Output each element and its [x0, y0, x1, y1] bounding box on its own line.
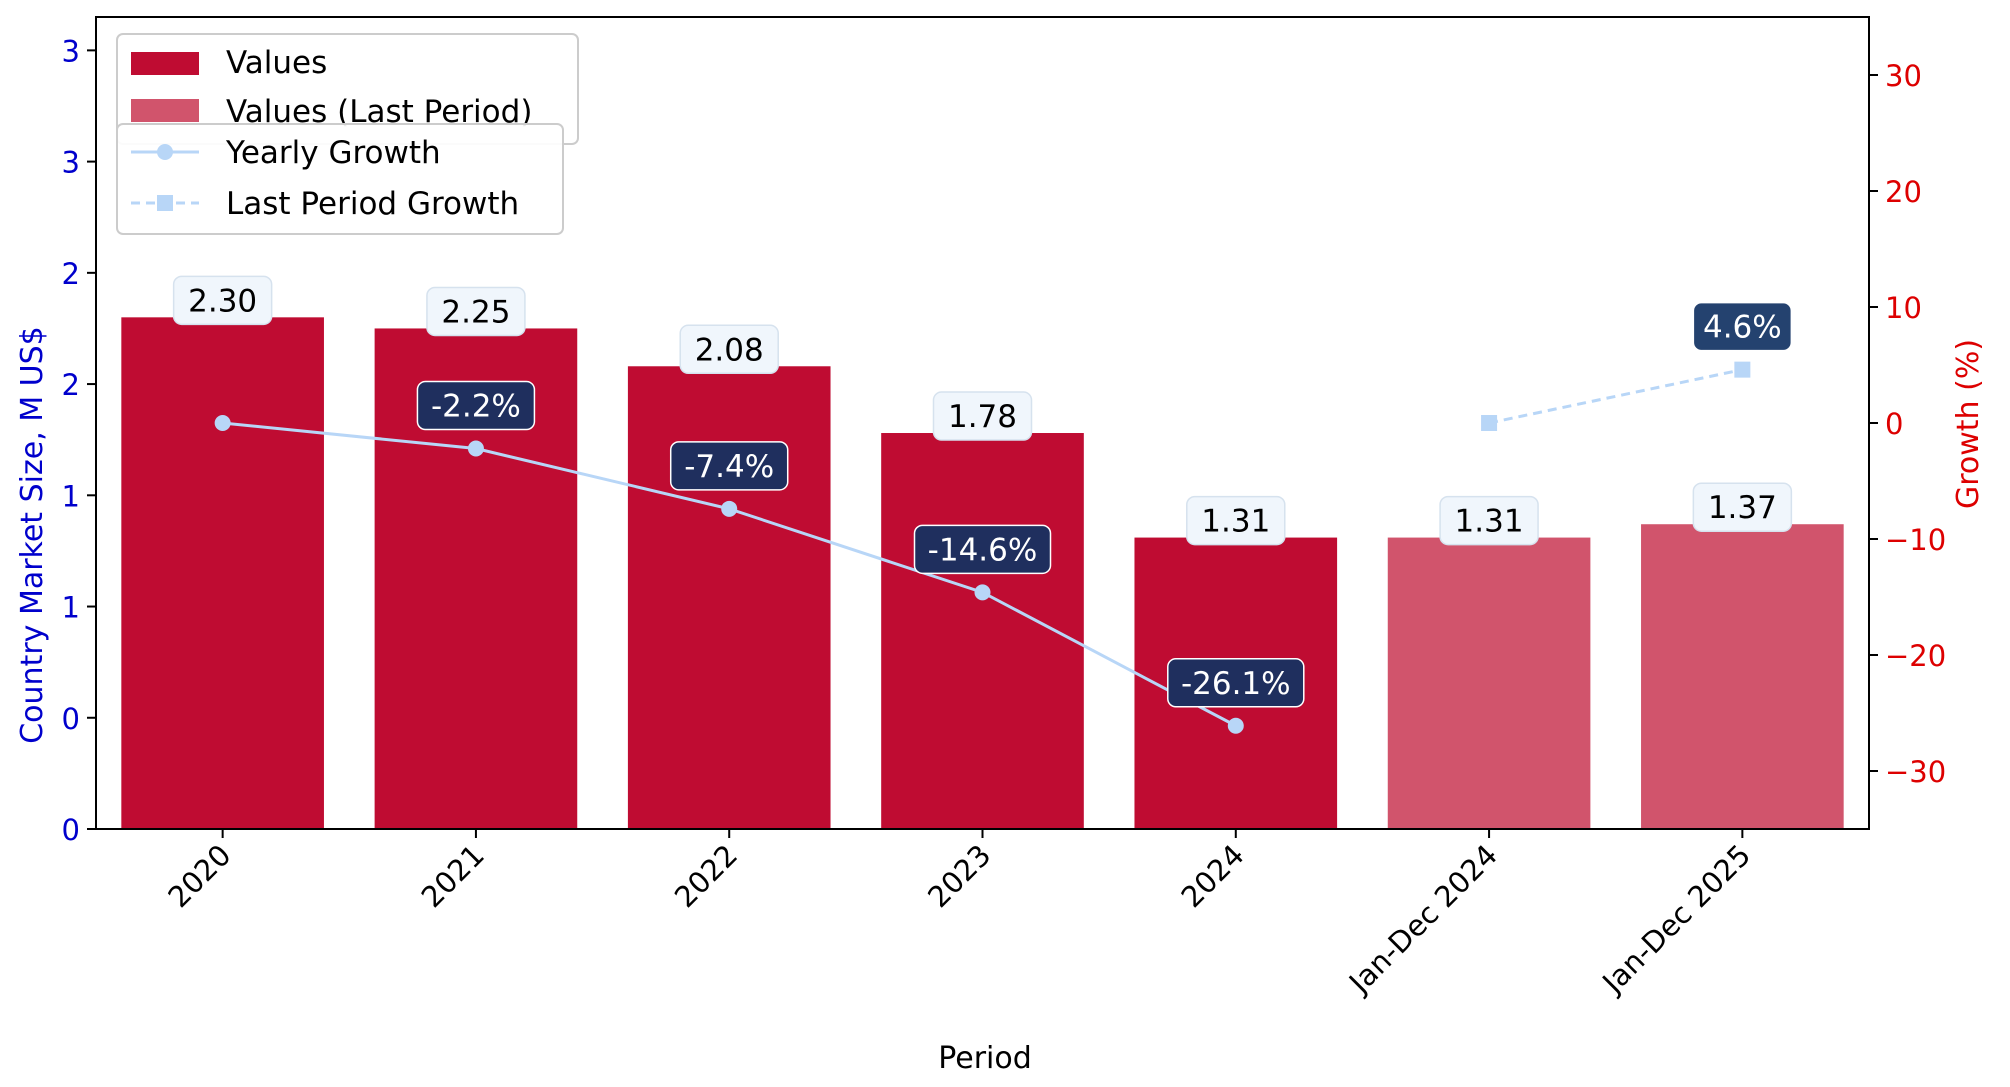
value-label-5: 1.31 [1455, 504, 1524, 540]
value-label-2-box [679, 324, 779, 375]
left-tick-label-3: 1 [62, 479, 80, 513]
left-tick-label-7: 3 [62, 34, 80, 68]
right-tick-label-2: −10 [1885, 523, 1946, 557]
x-tick-label-0: 2020 [161, 838, 237, 914]
value-label-6-box [1692, 482, 1793, 532]
last-period-growth-point-6 [1734, 361, 1751, 378]
x-tick-label-6: Jan-Dec 2025 [1594, 838, 1757, 1001]
legend-bars: Values Values (Last Period) [116, 33, 579, 145]
growth-label-4: -26.1% [1181, 666, 1291, 702]
last-period-growth-point-5 [1481, 415, 1498, 431]
left-tick-label-2: 1 [62, 591, 80, 625]
legend-label-last-period-growth: Last Period Growth [226, 186, 519, 222]
right-y-axis-label: Growth (%) [1951, 339, 1986, 509]
left-tick-label-4: 2 [62, 368, 80, 402]
growth-label-1: -2.2% [431, 389, 521, 425]
x-tick-label-2: 2022 [668, 838, 744, 914]
legend-swatch-values-last-period [131, 99, 199, 122]
data-labels-layer: 2.30 2.25 2.08 1.78 1.31 1.31 1.37 -2.2% -7.4% -1… [172, 275, 1793, 708]
legend-marker-last-period-growth [157, 195, 173, 211]
legend-swatch-values [131, 52, 199, 75]
bar-last-period-jan-dec-2024 [1387, 537, 1591, 829]
legend-marker-yearly-growth [157, 144, 173, 160]
x-axis: 2020 2021 2022 2023 2024 Jan-Dec 2024 Jan-Dec … [161, 829, 1757, 1001]
growth-label-1-box [416, 380, 536, 431]
value-label-3-box [932, 391, 1033, 441]
left-tick-label-6: 3 [62, 146, 80, 180]
x-tick-label-3: 2023 [921, 838, 997, 914]
value-label-1-box [426, 286, 526, 337]
legend-lines: Yearly Growth Last Period Growth [116, 123, 564, 235]
right-tick-label-5: 20 [1885, 175, 1922, 209]
yearly-growth-point-4 [1227, 717, 1244, 734]
value-label-1: 2.25 [441, 294, 510, 330]
right-tick-label-0: −30 [1885, 755, 1946, 789]
bar-2023 [881, 433, 1084, 829]
left-tick-label-1: 0 [62, 702, 80, 736]
value-label-3: 1.78 [948, 399, 1017, 435]
x-axis-label: Period [938, 1041, 1032, 1076]
last-period-growth-line [1488, 368, 1743, 425]
growth-lines-layer [214, 361, 1751, 734]
left-y-axis-label: Country Market Size, M US$ [15, 326, 50, 744]
legend-lines-frame [116, 123, 564, 235]
legend-label-values: Values [226, 45, 327, 81]
value-label-6: 1.37 [1708, 490, 1777, 526]
growth-label-3: -14.6% [928, 532, 1038, 568]
value-label-0-box [172, 275, 273, 326]
value-label-2: 2.08 [695, 332, 764, 368]
left-y-axis: 0 0 1 1 2 2 3 3 [62, 34, 96, 847]
bar-2020 [121, 317, 324, 829]
legend-label-yearly-growth: Yearly Growth [225, 135, 441, 171]
bar-last-period-jan-dec-2025 [1641, 524, 1844, 829]
value-label-4: 1.31 [1201, 504, 1270, 540]
x-tick-label-5: Jan-Dec 2024 [1341, 838, 1504, 1001]
growth-label-2: -7.4% [684, 449, 774, 485]
yearly-growth-point-2 [721, 500, 738, 517]
left-tick-label-0: 0 [62, 813, 80, 847]
right-tick-label-4: 10 [1885, 291, 1922, 325]
value-label-0: 2.30 [188, 283, 257, 319]
right-y-axis: −30 −20 −10 0 10 20 30 [1869, 59, 1946, 789]
growth-label-2-box [669, 441, 789, 491]
yearly-growth-point-3 [974, 584, 991, 601]
left-tick-label-5: 2 [62, 257, 80, 291]
growth-label-3-box [913, 524, 1052, 575]
right-tick-label-3: 0 [1885, 407, 1903, 441]
value-label-5-box [1439, 495, 1539, 546]
growth-label-4-box [1167, 658, 1305, 708]
bar-2022 [627, 366, 831, 829]
yearly-growth-point-0 [214, 415, 231, 431]
x-tick-label-4: 2024 [1175, 838, 1251, 914]
x-tick-label-1: 2021 [415, 838, 491, 914]
right-tick-label-6: 30 [1885, 59, 1922, 93]
value-label-4-box [1186, 495, 1286, 546]
growth-label-6: 4.6% [1703, 310, 1782, 346]
growth-label-6-box [1692, 301, 1793, 352]
right-tick-label-1: −20 [1885, 639, 1946, 673]
yearly-growth-point-1 [467, 440, 484, 457]
